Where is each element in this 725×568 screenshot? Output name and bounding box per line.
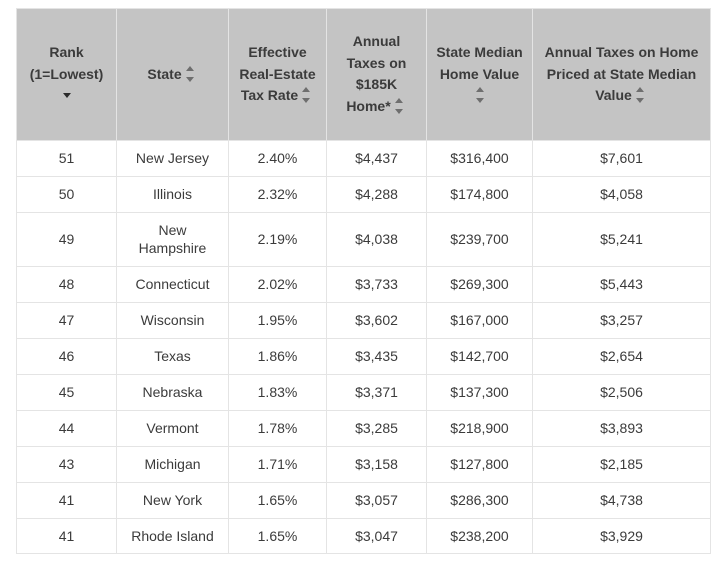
cell-taxmed: $5,443 xyxy=(533,267,711,303)
cell-rate: 1.86% xyxy=(229,339,327,375)
sort-icon[interactable] xyxy=(636,89,648,101)
cell-state: Nebraska xyxy=(117,374,229,410)
cell-tax185: $3,371 xyxy=(327,374,427,410)
cell-taxmed: $4,738 xyxy=(533,482,711,518)
cell-median: $142,700 xyxy=(427,339,533,375)
cell-state: Michigan xyxy=(117,446,229,482)
column-header-median[interactable]: State Median Home Value xyxy=(427,9,533,141)
cell-rate: 1.65% xyxy=(229,482,327,518)
cell-rank: 50 xyxy=(17,176,117,212)
cell-taxmed: $2,185 xyxy=(533,446,711,482)
cell-rank: 51 xyxy=(17,140,117,176)
table-container: Rank (1=Lowest) State Effective Real-Estat… xyxy=(0,0,725,568)
cell-state: Wisconsin xyxy=(117,303,229,339)
cell-median: $316,400 xyxy=(427,140,533,176)
sort-icon[interactable] xyxy=(395,100,407,112)
cell-median: $137,300 xyxy=(427,374,533,410)
cell-taxmed: $3,257 xyxy=(533,303,711,339)
column-header-rank[interactable]: Rank (1=Lowest) xyxy=(17,9,117,141)
cell-tax185: $3,733 xyxy=(327,267,427,303)
sort-icon[interactable] xyxy=(186,68,198,80)
cell-median: $239,700 xyxy=(427,212,533,267)
cell-median: $127,800 xyxy=(427,446,533,482)
sort-icon[interactable] xyxy=(63,89,75,101)
cell-rank: 45 xyxy=(17,374,117,410)
table-row: 45Nebraska1.83%$3,371$137,300$2,506 xyxy=(17,374,711,410)
table-header: Rank (1=Lowest) State Effective Real-Estat… xyxy=(17,9,711,141)
table-row: 48Connecticut2.02%$3,733$269,300$5,443 xyxy=(17,267,711,303)
cell-rank: 41 xyxy=(17,482,117,518)
cell-median: $269,300 xyxy=(427,267,533,303)
cell-state: Connecticut xyxy=(117,267,229,303)
cell-rate: 2.40% xyxy=(229,140,327,176)
cell-tax185: $4,437 xyxy=(327,140,427,176)
cell-tax185: $4,288 xyxy=(327,176,427,212)
column-header-rate[interactable]: Effective Real-Estate Tax Rate xyxy=(229,9,327,141)
cell-state: Texas xyxy=(117,339,229,375)
cell-rate: 1.95% xyxy=(229,303,327,339)
table-row: 46Texas1.86%$3,435$142,700$2,654 xyxy=(17,339,711,375)
column-header-state[interactable]: State xyxy=(117,9,229,141)
sort-icon[interactable] xyxy=(302,89,314,101)
cell-tax185: $3,158 xyxy=(327,446,427,482)
cell-tax185: $4,038 xyxy=(327,212,427,267)
cell-taxmed: $7,601 xyxy=(533,140,711,176)
cell-taxmed: $2,506 xyxy=(533,374,711,410)
table-row: 49New Hampshire2.19%$4,038$239,700$5,241 xyxy=(17,212,711,267)
cell-state: New Hampshire xyxy=(117,212,229,267)
cell-median: $174,800 xyxy=(427,176,533,212)
cell-median: $286,300 xyxy=(427,482,533,518)
cell-rate: 1.78% xyxy=(229,410,327,446)
cell-taxmed: $4,058 xyxy=(533,176,711,212)
table-body: 51New Jersey2.40%$4,437$316,400$7,60150I… xyxy=(17,140,711,554)
sort-icon[interactable] xyxy=(476,89,488,101)
cell-tax185: $3,285 xyxy=(327,410,427,446)
table-row: 50Illinois2.32%$4,288$174,800$4,058 xyxy=(17,176,711,212)
cell-rate: 2.02% xyxy=(229,267,327,303)
table-row: 41New York1.65%$3,057$286,300$4,738 xyxy=(17,482,711,518)
table-row: 44Vermont1.78%$3,285$218,900$3,893 xyxy=(17,410,711,446)
column-header-label: State Median Home Value xyxy=(436,44,522,82)
cell-tax185: $3,435 xyxy=(327,339,427,375)
cell-state: Vermont xyxy=(117,410,229,446)
cell-rate: 1.83% xyxy=(229,374,327,410)
column-header-taxmed[interactable]: Annual Taxes on Home Priced at State Med… xyxy=(533,9,711,141)
column-header-label: State xyxy=(147,66,181,82)
column-header-tax185[interactable]: Annual Taxes on $185K Home* xyxy=(327,9,427,141)
cell-state: Illinois xyxy=(117,176,229,212)
cell-rate: 1.71% xyxy=(229,446,327,482)
cell-rank: 47 xyxy=(17,303,117,339)
cell-rank: 44 xyxy=(17,410,117,446)
cell-rank: 49 xyxy=(17,212,117,267)
column-header-label: Annual Taxes on Home Priced at State Med… xyxy=(545,44,699,103)
column-header-label: Rank (1=Lowest) xyxy=(30,44,104,82)
cell-rate: 2.32% xyxy=(229,176,327,212)
property-tax-table: Rank (1=Lowest) State Effective Real-Estat… xyxy=(16,8,711,554)
cell-rate: 2.19% xyxy=(229,212,327,267)
cell-median: $218,900 xyxy=(427,410,533,446)
cell-tax185: $3,057 xyxy=(327,482,427,518)
table-row: 43Michigan1.71%$3,158$127,800$2,185 xyxy=(17,446,711,482)
cell-rank: 43 xyxy=(17,446,117,482)
cell-median: $167,000 xyxy=(427,303,533,339)
cell-rank: 46 xyxy=(17,339,117,375)
cell-tax185: $3,602 xyxy=(327,303,427,339)
table-row: 51New Jersey2.40%$4,437$316,400$7,601 xyxy=(17,140,711,176)
cell-rank: 48 xyxy=(17,267,117,303)
cell-state: New York xyxy=(117,482,229,518)
cell-taxmed: $5,241 xyxy=(533,212,711,267)
cell-taxmed: $3,893 xyxy=(533,410,711,446)
table-row: 47Wisconsin1.95%$3,602$167,000$3,257 xyxy=(17,303,711,339)
cell-state: New Jersey xyxy=(117,140,229,176)
cell-taxmed: $2,654 xyxy=(533,339,711,375)
